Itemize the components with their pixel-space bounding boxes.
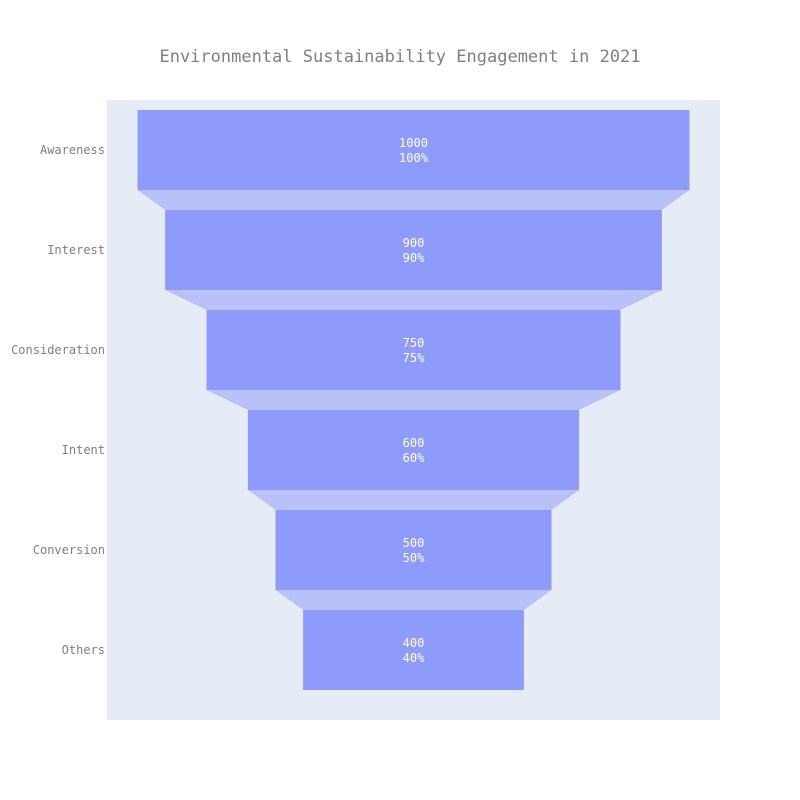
funnel-bar-awareness bbox=[137, 110, 690, 190]
bar-value-label: 900 bbox=[403, 236, 425, 250]
funnel-bar-intent bbox=[247, 410, 580, 490]
funnel-connector bbox=[206, 390, 621, 410]
bar-value-label: 750 bbox=[403, 336, 425, 350]
bar-percent-label: 90% bbox=[403, 251, 425, 265]
bar-percent-label: 60% bbox=[403, 451, 425, 465]
funnel-bars bbox=[137, 110, 690, 690]
chart-title: Environmental Sustainability Engagement … bbox=[159, 47, 640, 67]
category-label: Interest bbox=[47, 243, 105, 257]
bar-percent-label: 40% bbox=[403, 651, 425, 665]
bar-percent-label: 75% bbox=[403, 351, 425, 365]
bar-value-label: 600 bbox=[403, 436, 425, 450]
category-label: Intent bbox=[62, 443, 105, 457]
category-label: Consideration bbox=[11, 343, 105, 357]
funnel-connector bbox=[247, 490, 580, 510]
funnel-connector bbox=[165, 290, 662, 310]
funnel-bar-conversion bbox=[275, 510, 552, 590]
funnel-bar-consideration bbox=[206, 310, 621, 390]
category-label: Conversion bbox=[33, 543, 105, 557]
category-label: Others bbox=[62, 643, 105, 657]
funnel-bar-others bbox=[303, 610, 524, 690]
funnel-connectors bbox=[137, 190, 690, 610]
bar-value-label: 400 bbox=[403, 636, 425, 650]
bar-percent-label: 100% bbox=[399, 151, 429, 165]
bar-value-label: 1000 bbox=[399, 136, 428, 150]
category-labels: Awareness Interest Consideration Intent Conv… bbox=[11, 143, 105, 657]
funnel-connector bbox=[137, 190, 690, 210]
bar-value-label: 500 bbox=[403, 536, 425, 550]
funnel-bar-interest bbox=[165, 210, 662, 290]
category-label: Awareness bbox=[40, 143, 105, 157]
bar-percent-label: 50% bbox=[403, 551, 425, 565]
funnel-connector bbox=[275, 590, 552, 610]
